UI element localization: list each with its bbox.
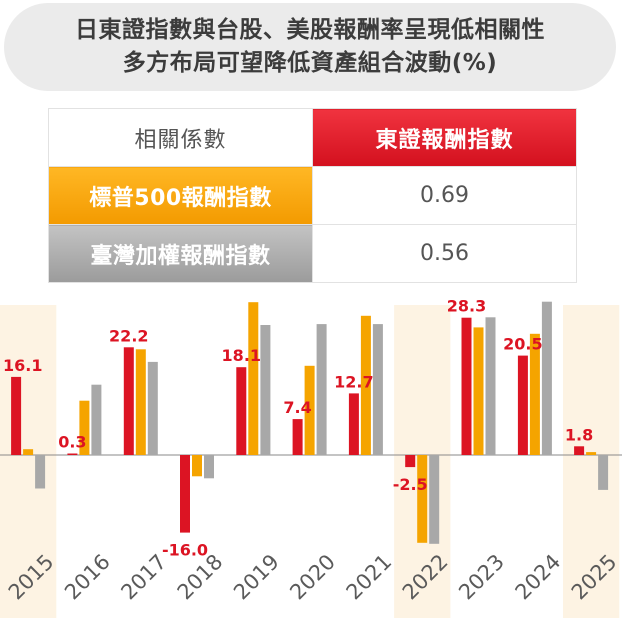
bar-series3-2016	[91, 384, 102, 455]
bar-series1-2021	[348, 393, 359, 455]
bar-series3-2017	[147, 361, 158, 455]
x-tick-label-2021: 2021	[342, 550, 397, 605]
correlation-row-sp500: 標普500報酬指數 0.69	[48, 166, 577, 225]
data-label-2023: 28.3	[447, 300, 486, 316]
bar-series2-2024	[529, 333, 540, 455]
bar-series1-2015	[11, 376, 22, 455]
bar-series1-2017	[123, 347, 134, 455]
bar-series2-2017	[135, 349, 146, 455]
highlight-band-2025	[563, 305, 620, 618]
bar-series3-2025	[598, 455, 609, 490]
bar-series3-2019	[260, 325, 271, 455]
bar-series1-2024	[517, 355, 528, 455]
bar-series1-2022	[405, 455, 416, 468]
annual-return-bar-chart: 16.1 0.3 22.2 -16.0 18.1 7.4 12.7 -2.5 28.3 20.5 1…	[0, 300, 622, 618]
data-label-2016: 0.3	[58, 433, 86, 452]
data-label-2019: 18.1	[222, 346, 261, 365]
bar-series2-2015	[23, 449, 34, 455]
x-tick-label-2016: 2016	[60, 550, 115, 605]
data-label-2022: -2.5	[393, 475, 428, 494]
bar-series2-2025	[586, 452, 597, 455]
data-label-2015: 16.1	[3, 356, 42, 375]
bar-series2-2019	[248, 302, 259, 455]
bar-series1-2023	[461, 317, 472, 455]
correlation-label-sp500: 標普500報酬指數	[48, 166, 313, 225]
x-tick-label-2020: 2020	[285, 550, 340, 605]
bar-series1-2020	[292, 419, 303, 455]
bar-series3-2022	[429, 455, 440, 544]
data-label-2017: 22.2	[109, 326, 148, 345]
data-label-2020: 7.4	[283, 398, 311, 417]
bar-series1-2019	[236, 367, 247, 455]
bar-series3-2018	[204, 455, 214, 479]
x-tick-label-2023: 2023	[454, 550, 509, 605]
bar-series2-2023	[473, 327, 484, 455]
highlight-band-2015	[0, 305, 57, 618]
bar-series1-2018	[180, 455, 190, 533]
bar-series1-2016	[67, 453, 78, 455]
x-tick-label-2024: 2024	[511, 550, 566, 605]
correlation-row-taiex: 臺灣加權報酬指數 0.56	[48, 224, 577, 283]
bar-series1-2025	[574, 446, 585, 455]
correlation-header-label: 相關係數	[48, 108, 313, 167]
bar-series2-2020	[304, 365, 315, 455]
chart-title-line-2: 多方布局可望降低資產組合波動(%)	[122, 50, 498, 76]
x-tick-label-2019: 2019	[229, 550, 284, 605]
bar-series2-2022	[417, 455, 428, 543]
bar-series2-2018	[192, 455, 202, 477]
correlation-header-row: 相關係數 東證報酬指數	[48, 108, 577, 167]
chart-title-line-1: 日東證指數與台股、美股報酬率呈現低相關性	[75, 17, 545, 43]
bar-series3-2023	[485, 317, 496, 455]
bar-series2-2021	[360, 315, 371, 455]
bar-series3-2024	[541, 301, 552, 455]
bar-series2-2016	[79, 400, 90, 455]
correlation-value-sp500: 0.69	[312, 166, 577, 225]
correlation-value-taiex: 0.56	[312, 224, 577, 283]
correlation-header-topix: 東證報酬指數	[312, 108, 577, 167]
data-label-2025: 1.8	[565, 425, 593, 444]
correlation-table: 相關係數 東證報酬指數 標普500報酬指數 0.69 臺灣加權報酬指數 0.56	[48, 108, 577, 283]
data-label-2021: 12.7	[334, 372, 373, 391]
bar-series3-2021	[372, 324, 383, 455]
bar-series3-2015	[35, 455, 46, 489]
correlation-label-taiex: 臺灣加權報酬指數	[48, 224, 313, 283]
data-label-2024: 20.5	[503, 335, 542, 354]
data-label-2018: -16.0	[162, 541, 208, 560]
bar-series3-2020	[316, 324, 327, 455]
title-box: 日東證指數與台股、美股報酬率呈現低相關性 多方布局可望降低資產組合波動(%)	[4, 3, 616, 91]
